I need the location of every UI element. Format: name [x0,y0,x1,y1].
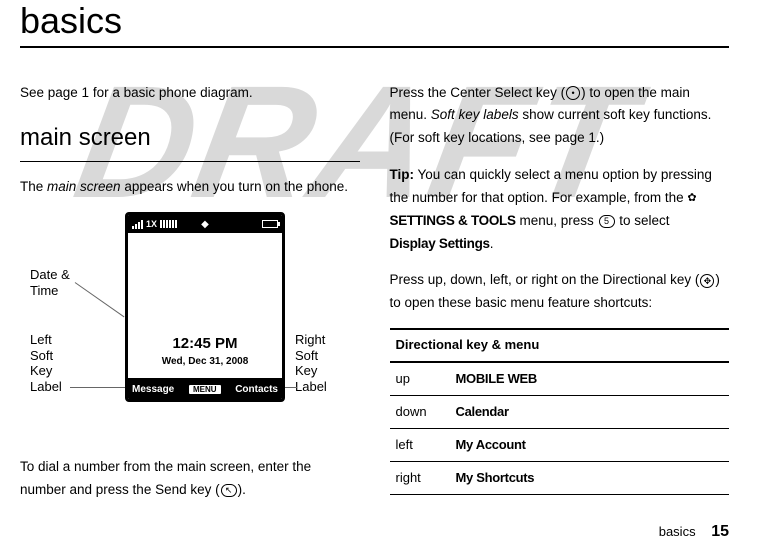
table-row: leftMy Account [390,428,730,461]
menu-softkey-label: MENU [189,385,221,394]
annot-left-softkey: Left Soft Key Label [30,332,62,394]
signal-icon [132,220,143,229]
annot-right-softkey: Right Soft Key Label [295,332,327,394]
dial-instruction: To dial a number from the main screen, e… [20,456,360,502]
send-key-icon: ↖ [221,484,237,497]
directional-table: Directional key & menu upMOBILE WEB down… [390,328,730,494]
center-select-key-icon: • [566,86,580,100]
page-title: basics [20,0,729,48]
phone-figure: Date & Time Left Soft Key Label Right So… [20,212,360,442]
directional-key-icon: ✥ [700,274,714,288]
battery-icon [262,220,278,228]
table-row: downCalendar [390,395,730,428]
tip-paragraph: Tip: You can quickly select a menu optio… [390,164,730,256]
phone-status-bar: 1X ◆ [128,215,282,233]
phone-mockup: 1X ◆ 12:45 PM Wed, Dec 31, 2008 Message … [125,212,285,402]
signal-bars-icon [160,220,178,228]
annot-date-time: Date & Time [30,267,70,298]
right-softkey-label: Contacts [235,381,278,398]
page-footer: basics 15 [659,523,729,541]
right-column: Press the Center Select key (•) to open … [390,68,730,515]
center-select-paragraph: Press the Center Select key (•) to open … [390,82,730,151]
table-header: Directional key & menu [390,329,730,361]
nav-indicator-icon: ◆ [201,216,209,233]
network-label: 1X [146,217,157,232]
left-column: See page 1 for a basic phone diagram. ma… [20,68,360,515]
table-row: upMOBILE WEB [390,362,730,396]
table-row: rightMy Shortcuts [390,461,730,494]
directional-paragraph: Press up, down, left, or right on the Di… [390,269,730,315]
key-5-icon: 5 [599,215,615,228]
phone-date: Wed, Dec 31, 2008 [128,353,282,370]
settings-icon: ✿ [687,192,696,204]
left-softkey-label: Message [132,381,174,398]
main-screen-desc: The main screen appears when you turn on… [20,176,360,199]
subheading-main-screen: main screen [20,118,360,162]
intro-text: See page 1 for a basic phone diagram. [20,82,360,105]
phone-softkey-bar: Message MENU Contacts [128,378,282,400]
